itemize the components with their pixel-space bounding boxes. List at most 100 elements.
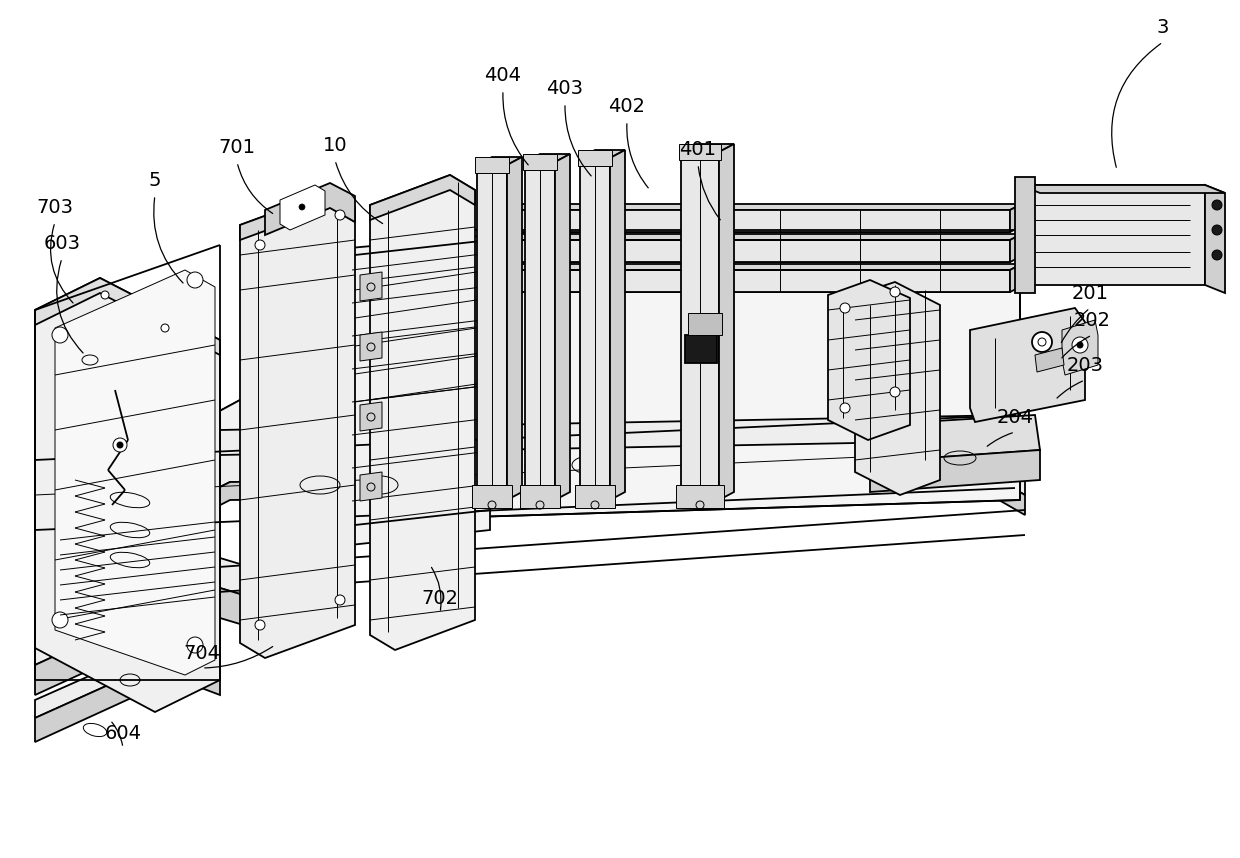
Text: 604: 604	[104, 724, 141, 743]
Circle shape	[890, 387, 900, 397]
Polygon shape	[580, 158, 610, 500]
Polygon shape	[680, 144, 720, 160]
Circle shape	[52, 612, 68, 628]
Text: 204: 204	[997, 408, 1033, 427]
Circle shape	[187, 637, 203, 653]
Text: 5: 5	[149, 171, 161, 190]
Polygon shape	[350, 235, 490, 545]
Polygon shape	[1011, 204, 1022, 232]
Polygon shape	[35, 472, 1025, 600]
Polygon shape	[370, 175, 475, 220]
Polygon shape	[472, 485, 512, 508]
Polygon shape	[490, 210, 1011, 232]
Circle shape	[839, 403, 849, 413]
Polygon shape	[1035, 348, 1064, 372]
Polygon shape	[490, 204, 1022, 210]
Polygon shape	[35, 440, 1025, 580]
Text: 704: 704	[184, 644, 221, 663]
Polygon shape	[578, 150, 613, 166]
Polygon shape	[35, 585, 260, 695]
Polygon shape	[374, 230, 1021, 520]
Polygon shape	[360, 272, 382, 301]
Polygon shape	[828, 280, 910, 440]
Polygon shape	[35, 555, 260, 665]
Polygon shape	[525, 154, 570, 162]
Polygon shape	[477, 157, 522, 165]
Text: 702: 702	[422, 589, 459, 608]
Polygon shape	[970, 308, 1085, 422]
Text: 401: 401	[680, 140, 717, 159]
Circle shape	[187, 272, 203, 288]
Text: 402: 402	[609, 97, 646, 116]
Circle shape	[335, 595, 345, 605]
Polygon shape	[681, 144, 734, 152]
Circle shape	[335, 210, 345, 220]
Polygon shape	[55, 390, 1011, 530]
Polygon shape	[35, 638, 219, 718]
Polygon shape	[490, 264, 1022, 270]
Polygon shape	[475, 157, 508, 173]
Polygon shape	[580, 150, 625, 158]
Polygon shape	[1061, 320, 1097, 375]
Circle shape	[890, 287, 900, 297]
Polygon shape	[35, 278, 219, 355]
Circle shape	[1073, 337, 1087, 353]
Text: 603: 603	[43, 234, 81, 253]
Polygon shape	[688, 313, 722, 335]
Polygon shape	[676, 485, 724, 508]
Circle shape	[52, 327, 68, 343]
Polygon shape	[610, 150, 625, 500]
Circle shape	[100, 291, 109, 299]
Polygon shape	[265, 183, 355, 235]
Polygon shape	[55, 270, 215, 675]
Polygon shape	[1021, 185, 1205, 285]
Circle shape	[1211, 225, 1221, 235]
Polygon shape	[1011, 234, 1022, 262]
Polygon shape	[360, 472, 382, 501]
Polygon shape	[719, 144, 734, 500]
Circle shape	[161, 324, 169, 332]
Polygon shape	[523, 154, 557, 170]
Text: 403: 403	[547, 79, 584, 98]
Polygon shape	[525, 162, 556, 500]
Circle shape	[255, 240, 265, 250]
Circle shape	[1211, 250, 1221, 260]
Polygon shape	[1021, 185, 1225, 193]
Polygon shape	[370, 175, 475, 650]
Polygon shape	[35, 655, 219, 742]
Text: 701: 701	[218, 138, 255, 157]
Text: 10: 10	[322, 136, 347, 155]
Polygon shape	[490, 270, 1011, 292]
Circle shape	[1078, 342, 1083, 348]
Polygon shape	[556, 154, 570, 500]
Text: 703: 703	[36, 198, 73, 217]
Circle shape	[255, 620, 265, 630]
Polygon shape	[1016, 177, 1035, 293]
Text: 202: 202	[1074, 311, 1111, 330]
Polygon shape	[507, 157, 522, 500]
Polygon shape	[35, 408, 1016, 530]
Polygon shape	[280, 185, 325, 230]
Polygon shape	[490, 234, 1022, 240]
Polygon shape	[575, 485, 615, 508]
Circle shape	[1032, 332, 1052, 352]
Text: 201: 201	[1071, 284, 1109, 303]
Polygon shape	[1205, 185, 1225, 293]
Polygon shape	[681, 152, 719, 500]
Polygon shape	[241, 192, 355, 658]
Polygon shape	[1011, 264, 1022, 292]
Text: 203: 203	[1066, 356, 1104, 375]
Polygon shape	[490, 240, 1011, 262]
Polygon shape	[360, 402, 382, 431]
Circle shape	[113, 438, 126, 452]
Polygon shape	[241, 192, 355, 240]
Circle shape	[839, 303, 849, 313]
Text: 3: 3	[1157, 18, 1169, 37]
Polygon shape	[477, 165, 507, 500]
Polygon shape	[35, 278, 219, 712]
Polygon shape	[870, 415, 1040, 462]
Polygon shape	[856, 282, 940, 495]
Circle shape	[299, 204, 305, 210]
Circle shape	[1211, 200, 1221, 210]
Text: 404: 404	[485, 66, 522, 85]
